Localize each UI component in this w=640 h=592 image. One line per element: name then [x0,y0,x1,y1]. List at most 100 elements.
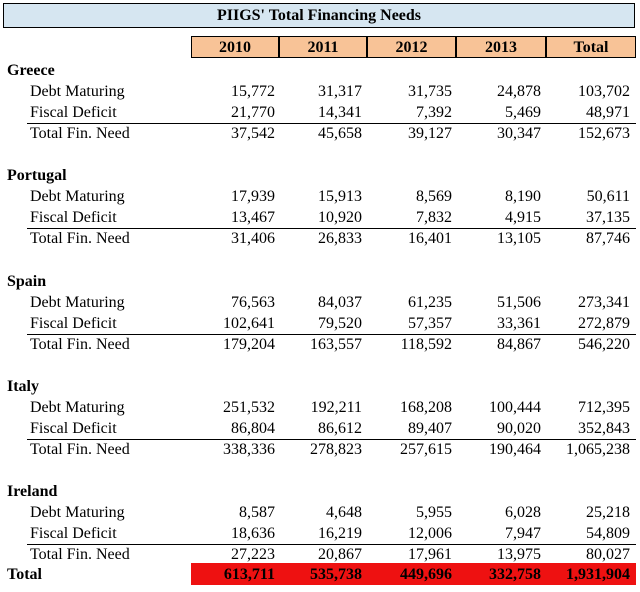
table-title: PIIGS' Total Financing Needs [3,3,635,28]
subtotal-divider [27,123,636,124]
table-cell: 118,592 [400,336,452,353]
table-cell: 190,464 [489,441,541,458]
row-label: Debt Maturing [30,399,125,416]
table-cell: 16,219 [318,525,362,542]
table-cell: 17,961 [408,546,452,563]
total-cell: 613,711 [223,566,275,583]
table-cell: 57,357 [408,315,452,332]
table-cell: 273,341 [578,294,630,311]
total-row-highlight [191,563,636,585]
table-cell: 27,223 [231,546,275,563]
subtotal-divider [27,228,636,229]
table-cell: 13,975 [497,546,541,563]
table-cell: 37,542 [231,125,275,142]
table-cell: 24,878 [497,83,541,100]
total-cell: 1,931,904 [566,566,630,583]
row-label: Fiscal Deficit [30,525,117,542]
row-label: Fiscal Deficit [30,420,117,437]
table-cell: 86,804 [231,420,275,437]
table-cell: 5,955 [416,504,452,521]
table-cell: 103,702 [578,83,630,100]
column-header-2010: 2010 [191,36,279,58]
row-label: Fiscal Deficit [30,315,117,332]
table-cell: 8,190 [505,188,541,205]
table-cell: 7,392 [416,104,452,121]
table-cell: 26,833 [318,230,362,247]
table-cell: 278,823 [310,441,362,458]
row-label: Fiscal Deficit [30,104,117,121]
country-heading: Spain [7,273,47,290]
table-cell: 89,407 [408,420,452,437]
table-cell: 338,336 [223,441,275,458]
subtotal-divider [27,439,636,440]
total-cell: 449,696 [400,566,452,583]
table-cell: 61,235 [408,294,452,311]
row-label: Total Fin. Need [30,441,130,458]
table-cell: 51,506 [497,294,541,311]
table-cell: 31,317 [318,83,362,100]
table-cell: 152,673 [578,125,630,142]
table-cell: 10,920 [318,209,362,226]
table-cell: 13,467 [231,209,275,226]
table-cell: 14,341 [318,104,362,121]
table-cell: 54,809 [586,525,630,542]
country-heading: Portugal [7,167,67,184]
table-cell: 39,127 [408,125,452,142]
table-cell: 5,469 [505,104,541,121]
country-heading: Greece [7,62,55,79]
subtotal-divider [27,334,636,335]
table-cell: 21,770 [231,104,275,121]
table-cell: 50,611 [586,188,630,205]
table-cell: 12,006 [408,525,452,542]
table-cell: 80,027 [586,546,630,563]
total-cell: 332,758 [489,566,541,583]
table-cell: 18,636 [231,525,275,542]
table-cell: 86,612 [318,420,362,437]
column-header-total: Total [546,36,636,58]
table-cell: 272,879 [578,315,630,332]
table-cell: 168,208 [400,399,452,416]
total-cell: 535,738 [310,566,362,583]
table-cell: 546,220 [578,336,630,353]
table-cell: 33,361 [497,315,541,332]
table-cell: 13,105 [497,230,541,247]
table-cell: 102,641 [223,315,275,332]
table-cell: 7,947 [505,525,541,542]
table-cell: 1,065,238 [566,441,630,458]
table-cell: 712,395 [578,399,630,416]
row-label: Debt Maturing [30,188,125,205]
table-cell: 30,347 [497,125,541,142]
table-cell: 15,772 [231,83,275,100]
table-cell: 87,746 [586,230,630,247]
table-cell: 15,913 [318,188,362,205]
table-cell: 4,915 [505,209,541,226]
table-cell: 251,532 [223,399,275,416]
table-cell: 8,587 [239,504,275,521]
table-cell: 100,444 [489,399,541,416]
column-header-2011: 2011 [279,36,367,58]
table-cell: 7,832 [416,209,452,226]
row-label: Total Fin. Need [30,125,130,142]
subtotal-divider [27,544,636,545]
table-cell: 163,557 [310,336,362,353]
table-cell: 4,648 [326,504,362,521]
table-cell: 25,218 [586,504,630,521]
row-label: Total Fin. Need [30,336,130,353]
table-cell: 16,401 [408,230,452,247]
table-cell: 31,735 [408,83,452,100]
total-label: Total [7,566,42,583]
table-cell: 31,406 [231,230,275,247]
country-heading: Ireland [7,483,58,500]
table-cell: 79,520 [318,315,362,332]
table-cell: 37,135 [586,209,630,226]
table-cell: 8,569 [416,188,452,205]
column-header-2013: 2013 [456,36,546,58]
country-heading: Italy [7,378,39,395]
table-cell: 90,020 [497,420,541,437]
table-cell: 48,971 [586,104,630,121]
row-label: Total Fin. Need [30,230,130,247]
table-cell: 17,939 [231,188,275,205]
table-cell: 45,658 [318,125,362,142]
table-cell: 352,843 [578,420,630,437]
table-cell: 76,563 [231,294,275,311]
